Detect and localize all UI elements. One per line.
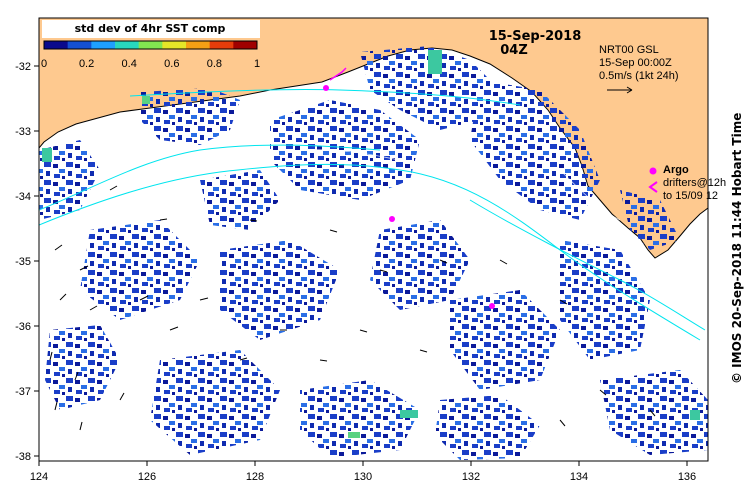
x-tick-label: 132 — [462, 471, 480, 483]
colorbar-tick: 0.2 — [79, 58, 94, 70]
colorbar-segment — [115, 41, 140, 49]
map-date: 15-Sep-2018 — [489, 29, 582, 44]
current-lines-thin — [299, 149, 621, 221]
drifters-legend-line2: to 15/09 12 — [663, 190, 719, 202]
colorbar-title: std dev of 4hr SST comp — [75, 22, 226, 35]
colorbar-segment — [138, 41, 163, 49]
colorbar-segment — [209, 41, 234, 49]
plot-border — [38, 17, 709, 462]
y-axis-labels: -32 -33 -34 -35 -36 -37 -38 — [15, 61, 31, 463]
y-tick-label: -37 — [15, 386, 31, 398]
sst-data — [39, 46, 708, 460]
map-time: 04Z — [500, 43, 528, 58]
argo-float-marker — [323, 85, 329, 91]
current-product: NRT00 GSL — [599, 44, 659, 56]
colorbar-segment — [233, 41, 258, 49]
drifter-legend-icon — [648, 181, 658, 193]
y-tick-label: -38 — [15, 451, 31, 463]
colorbar-segment — [44, 41, 69, 49]
colorbar-segments — [44, 41, 258, 49]
colorbar-frame — [43, 40, 258, 50]
x-tick-label: 134 — [570, 471, 588, 483]
colorbar-segment — [67, 41, 92, 49]
colorbar: std dev of 4hr SST comp 0 0.2 0.4 0.6 0.… — [41, 20, 260, 70]
argo-float-marker — [489, 303, 495, 309]
x-axis-labels: 124 126 128 130 132 134 136 — [30, 471, 696, 483]
colorbar-segment — [91, 41, 116, 49]
velocity-arrows — [49, 185, 656, 431]
argo-float-marker — [389, 216, 395, 222]
x-tick-label: 124 — [30, 471, 48, 483]
sst-high-spots — [42, 50, 700, 438]
y-tick-label: -34 — [15, 191, 31, 203]
x-tick-label: 128 — [246, 471, 264, 483]
scale-arrow — [607, 86, 633, 94]
x-tick-label: 136 — [678, 471, 696, 483]
argo-floats — [323, 85, 495, 309]
y-tick-label: -33 — [15, 126, 31, 138]
y-axis-ticks — [34, 65, 39, 457]
argo-legend-icon — [649, 167, 657, 175]
x-tick-label: 126 — [138, 471, 156, 483]
colorbar-tick: 0.6 — [164, 58, 179, 70]
plot-area — [39, 18, 708, 461]
drifters-legend-line1: drifters@12h — [663, 177, 727, 189]
y-tick-label: -36 — [15, 321, 31, 333]
x-tick-label: 130 — [354, 471, 372, 483]
colorbar-tick: 1 — [254, 58, 260, 70]
imos-credit: © IMOS 20-Sep-2018 11:44 Hobart Time — [730, 112, 744, 384]
colorbar-segment — [186, 41, 211, 49]
y-tick-label: -35 — [15, 256, 31, 268]
current-valid-time: 15-Sep 00:00Z — [599, 57, 672, 69]
colorbar-segment — [162, 41, 187, 49]
colorbar-tick: 0.8 — [207, 58, 222, 70]
argo-legend-label: Argo — [663, 164, 689, 176]
current-scale-label: 0.5m/s (1kt 24h) — [599, 70, 679, 82]
colorbar-title-bg — [42, 20, 260, 38]
current-lines — [39, 88, 706, 341]
colorbar-tick: 0 — [41, 58, 47, 70]
colorbar-tick: 0.4 — [122, 58, 137, 70]
y-tick-label: -32 — [15, 61, 31, 73]
x-axis-ticks — [38, 461, 688, 466]
drifter-tracks — [329, 67, 347, 81]
